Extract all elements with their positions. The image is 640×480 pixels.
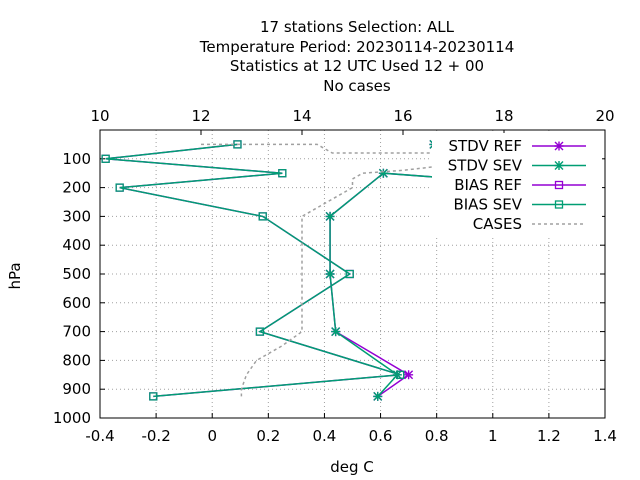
title-line-3: Statistics at 12 UTC Used 12 + 00 — [230, 57, 484, 75]
y-tick-label: 600 — [62, 294, 91, 312]
point-marker — [325, 211, 335, 221]
legend-label: STDV REF — [448, 137, 522, 155]
x-tick-label: 0.6 — [369, 427, 393, 445]
chart-title: 17 stations Selection: ALL Temperature P… — [199, 18, 515, 95]
legend-label: STDV SEV — [448, 157, 523, 175]
point-marker — [345, 269, 354, 279]
point-marker — [396, 370, 405, 379]
series-bias-sev — [101, 140, 405, 401]
y-tick-label: 700 — [62, 323, 91, 341]
title-line-2: Temperature Period: 20230114-20230114 — [199, 38, 515, 56]
x2-tick-label: 20 — [595, 107, 614, 125]
series-line — [105, 143, 401, 398]
x-tick-label: -0.4 — [85, 427, 114, 445]
point-marker — [373, 391, 383, 401]
x-tick-label: 0.4 — [313, 427, 337, 445]
series-cases — [201, 143, 466, 397]
series-line — [201, 143, 466, 397]
y-tick-label: 400 — [62, 236, 91, 254]
point-marker — [404, 370, 414, 380]
point-marker — [331, 327, 341, 337]
y-tick-label: 300 — [62, 207, 91, 225]
legend-label: BIAS SEV — [453, 196, 522, 214]
series-bias-ref — [101, 140, 405, 401]
legend-label: BIAS REF — [454, 176, 522, 194]
point-marker — [378, 168, 388, 178]
point-marker — [278, 169, 287, 178]
y-tick-label: 200 — [62, 179, 91, 197]
title-line-4: No cases — [323, 77, 391, 95]
point-marker — [554, 180, 564, 190]
x-tick-label: 1.4 — [593, 427, 617, 445]
x-tick-label: 0.2 — [256, 427, 280, 445]
x-tick-label: 1.2 — [537, 427, 561, 445]
point-marker — [255, 327, 265, 336]
point-marker — [258, 212, 267, 221]
axis-ticks: -0.4 -0.2 0 0.2 0.4 0.6 0.8 1 1.2 1.4 10 12 14 16 18 20… — [53, 107, 617, 445]
y-tick-label: 100 — [62, 150, 91, 168]
point-marker — [554, 200, 564, 209]
plot-frame — [99, 129, 606, 419]
x2-tick-label: 12 — [191, 107, 210, 125]
x-tick-label: 0.8 — [425, 427, 449, 445]
title-line-1: 17 stations Selection: ALL — [260, 18, 455, 36]
point-marker — [554, 141, 564, 151]
x2-tick-label: 14 — [292, 107, 311, 125]
x-tick-label: 1 — [488, 427, 498, 445]
y-tick-label: 500 — [62, 265, 91, 283]
point-marker — [115, 183, 124, 192]
y-tick-label: 800 — [62, 351, 91, 369]
x2-tick-label: 16 — [393, 107, 412, 125]
y-tick-label: 900 — [62, 380, 91, 398]
y-tick-label: 1000 — [53, 409, 91, 427]
y-axis-label: hPa — [6, 262, 24, 289]
x-tick-label: 0 — [207, 427, 217, 445]
x2-tick-label: 18 — [494, 107, 513, 125]
legend-background — [432, 133, 602, 235]
legend-label: CASES — [473, 215, 522, 233]
point-marker — [554, 161, 564, 170]
series-line — [105, 143, 401, 398]
point-marker — [149, 392, 158, 401]
x-axis-label: deg C — [330, 458, 374, 476]
point-marker — [101, 154, 110, 163]
x2-tick-label: 10 — [90, 107, 109, 125]
x-tick-label: -0.2 — [141, 427, 170, 445]
point-marker — [325, 269, 335, 279]
